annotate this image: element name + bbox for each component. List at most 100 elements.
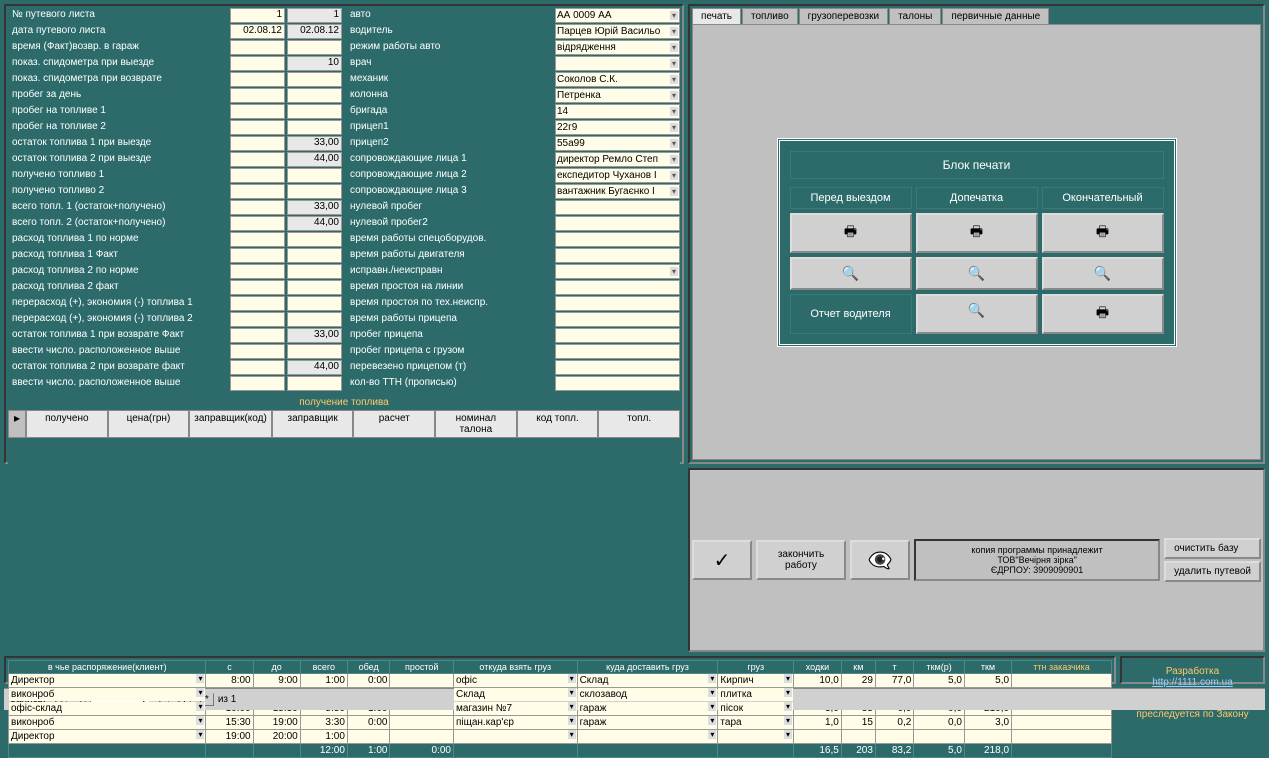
field-value[interactable] bbox=[555, 296, 680, 311]
field-value-1[interactable] bbox=[230, 312, 285, 327]
cargo-t[interactable]: 77,0 bbox=[875, 674, 913, 688]
field-select[interactable]: АА 0009 АА bbox=[555, 8, 680, 23]
cargo-ttn[interactable] bbox=[1012, 716, 1112, 730]
field-value-1[interactable] bbox=[230, 248, 285, 263]
confirm-button[interactable]: ✓ bbox=[692, 540, 752, 580]
field-select[interactable] bbox=[555, 56, 680, 71]
cargo-dst[interactable] bbox=[577, 730, 718, 744]
tab-первичные данные[interactable]: первичные данные bbox=[942, 8, 1049, 24]
cargo-t[interactable]: 0,2 bbox=[875, 716, 913, 730]
cargo-src[interactable] bbox=[453, 730, 577, 744]
field-value-1[interactable] bbox=[230, 40, 285, 55]
cargo-item[interactable]: плитка bbox=[718, 688, 794, 702]
field-value-2[interactable] bbox=[287, 88, 342, 103]
driver-report-print-button[interactable]: 🖶 bbox=[1042, 294, 1164, 334]
cargo-item[interactable]: Кирпич bbox=[718, 674, 794, 688]
cargo-tkmr[interactable]: 0,0 bbox=[914, 716, 965, 730]
field-value[interactable] bbox=[555, 312, 680, 327]
cargo-idle[interactable] bbox=[390, 674, 454, 688]
cargo-src[interactable]: піщан.кар'єр bbox=[453, 716, 577, 730]
cargo-client[interactable]: офіс-склад bbox=[9, 702, 206, 716]
search-button[interactable]: 👁‍🗨 bbox=[850, 540, 910, 580]
field-select[interactable]: 55а99 bbox=[555, 136, 680, 151]
field-value-2[interactable] bbox=[287, 104, 342, 119]
field-select[interactable]: 14 bbox=[555, 104, 680, 119]
cargo-trips[interactable]: 1,0 bbox=[794, 716, 842, 730]
cargo-dst[interactable]: склозавод bbox=[577, 688, 718, 702]
print-before-button[interactable]: 🖶 bbox=[790, 213, 912, 253]
cargo-tkm[interactable]: 3,0 bbox=[964, 716, 1011, 730]
finish-work-button[interactable]: закончить работу bbox=[756, 540, 846, 580]
cargo-t[interactable] bbox=[875, 730, 913, 744]
cargo-trips[interactable]: 10,0 bbox=[794, 674, 842, 688]
field-value-1[interactable]: 1 bbox=[230, 8, 285, 23]
cargo-lunch[interactable] bbox=[347, 730, 390, 744]
field-value-1[interactable] bbox=[230, 344, 285, 359]
field-value-2[interactable] bbox=[287, 376, 342, 391]
cargo-item[interactable] bbox=[718, 730, 794, 744]
preview-reprint-button[interactable]: 🔍 bbox=[916, 257, 1038, 290]
cargo-item[interactable]: пісок bbox=[718, 702, 794, 716]
field-value-1[interactable] bbox=[230, 264, 285, 279]
field-value-2[interactable] bbox=[287, 264, 342, 279]
cargo-idle[interactable] bbox=[390, 730, 454, 744]
cargo-idle[interactable] bbox=[390, 716, 454, 730]
field-value-1[interactable] bbox=[230, 152, 285, 167]
print-final-button[interactable]: 🖶 bbox=[1042, 213, 1164, 253]
cargo-to[interactable]: 19:00 bbox=[253, 716, 300, 730]
field-value-1[interactable] bbox=[230, 328, 285, 343]
field-value[interactable] bbox=[555, 328, 680, 343]
field-value-1[interactable] bbox=[230, 56, 285, 71]
field-value-1[interactable] bbox=[230, 200, 285, 215]
cargo-tkmr[interactable] bbox=[914, 730, 965, 744]
field-value-1[interactable] bbox=[230, 280, 285, 295]
field-value-1[interactable] bbox=[230, 296, 285, 311]
field-value-2[interactable] bbox=[287, 312, 342, 327]
cargo-tkm[interactable]: 5,0 bbox=[964, 674, 1011, 688]
cargo-total[interactable]: 1:00 bbox=[300, 674, 347, 688]
cargo-client[interactable]: Директор bbox=[9, 730, 206, 744]
cargo-dst[interactable]: гараж bbox=[577, 716, 718, 730]
field-select[interactable]: Соколов С.К. bbox=[555, 72, 680, 87]
cargo-tkm[interactable] bbox=[964, 730, 1011, 744]
dev-link[interactable]: http://1111.com.ua bbox=[1152, 677, 1233, 688]
field-value-1[interactable] bbox=[230, 376, 285, 391]
preview-final-button[interactable]: 🔍 bbox=[1042, 257, 1164, 290]
field-value[interactable] bbox=[555, 344, 680, 359]
field-value-2[interactable] bbox=[287, 72, 342, 87]
cargo-src[interactable]: магазин №7 bbox=[453, 702, 577, 716]
field-value-1[interactable] bbox=[230, 232, 285, 247]
cargo-item[interactable]: тара bbox=[718, 716, 794, 730]
field-value[interactable] bbox=[555, 248, 680, 263]
field-value[interactable] bbox=[555, 376, 680, 391]
field-value-2[interactable] bbox=[287, 184, 342, 199]
clear-db-button[interactable]: очистить базу bbox=[1164, 538, 1261, 559]
field-value-2[interactable] bbox=[287, 280, 342, 295]
cargo-to[interactable]: 20:00 bbox=[253, 730, 300, 744]
cargo-client[interactable]: виконроб bbox=[9, 688, 206, 702]
field-value-1[interactable] bbox=[230, 72, 285, 87]
fuel-row-selector[interactable]: ▸ bbox=[8, 410, 26, 438]
cargo-lunch[interactable]: 0:00 bbox=[347, 674, 390, 688]
cargo-km[interactable]: 29 bbox=[841, 674, 875, 688]
cargo-km[interactable]: 15 bbox=[841, 716, 875, 730]
field-value[interactable] bbox=[555, 232, 680, 247]
tab-топливо[interactable]: топливо bbox=[742, 8, 798, 24]
field-value-1[interactable] bbox=[230, 104, 285, 119]
field-value-1[interactable]: 02.08.12 bbox=[230, 24, 285, 39]
cargo-tkmr[interactable]: 5,0 bbox=[914, 674, 965, 688]
field-value-1[interactable] bbox=[230, 88, 285, 103]
cargo-client[interactable]: виконроб bbox=[9, 716, 206, 730]
field-select[interactable]: Петренка bbox=[555, 88, 680, 103]
cargo-ttn[interactable] bbox=[1012, 730, 1112, 744]
field-value[interactable] bbox=[555, 280, 680, 295]
cargo-client[interactable]: Директор bbox=[9, 674, 206, 688]
cargo-from[interactable]: 15:30 bbox=[206, 716, 253, 730]
cargo-to[interactable]: 9:00 bbox=[253, 674, 300, 688]
cargo-km[interactable] bbox=[841, 730, 875, 744]
driver-report-preview-button[interactable]: 🔍 bbox=[916, 294, 1038, 334]
field-value-1[interactable] bbox=[230, 216, 285, 231]
field-value-1[interactable] bbox=[230, 184, 285, 199]
field-select[interactable] bbox=[555, 264, 680, 279]
cargo-src[interactable]: Склад bbox=[453, 688, 577, 702]
